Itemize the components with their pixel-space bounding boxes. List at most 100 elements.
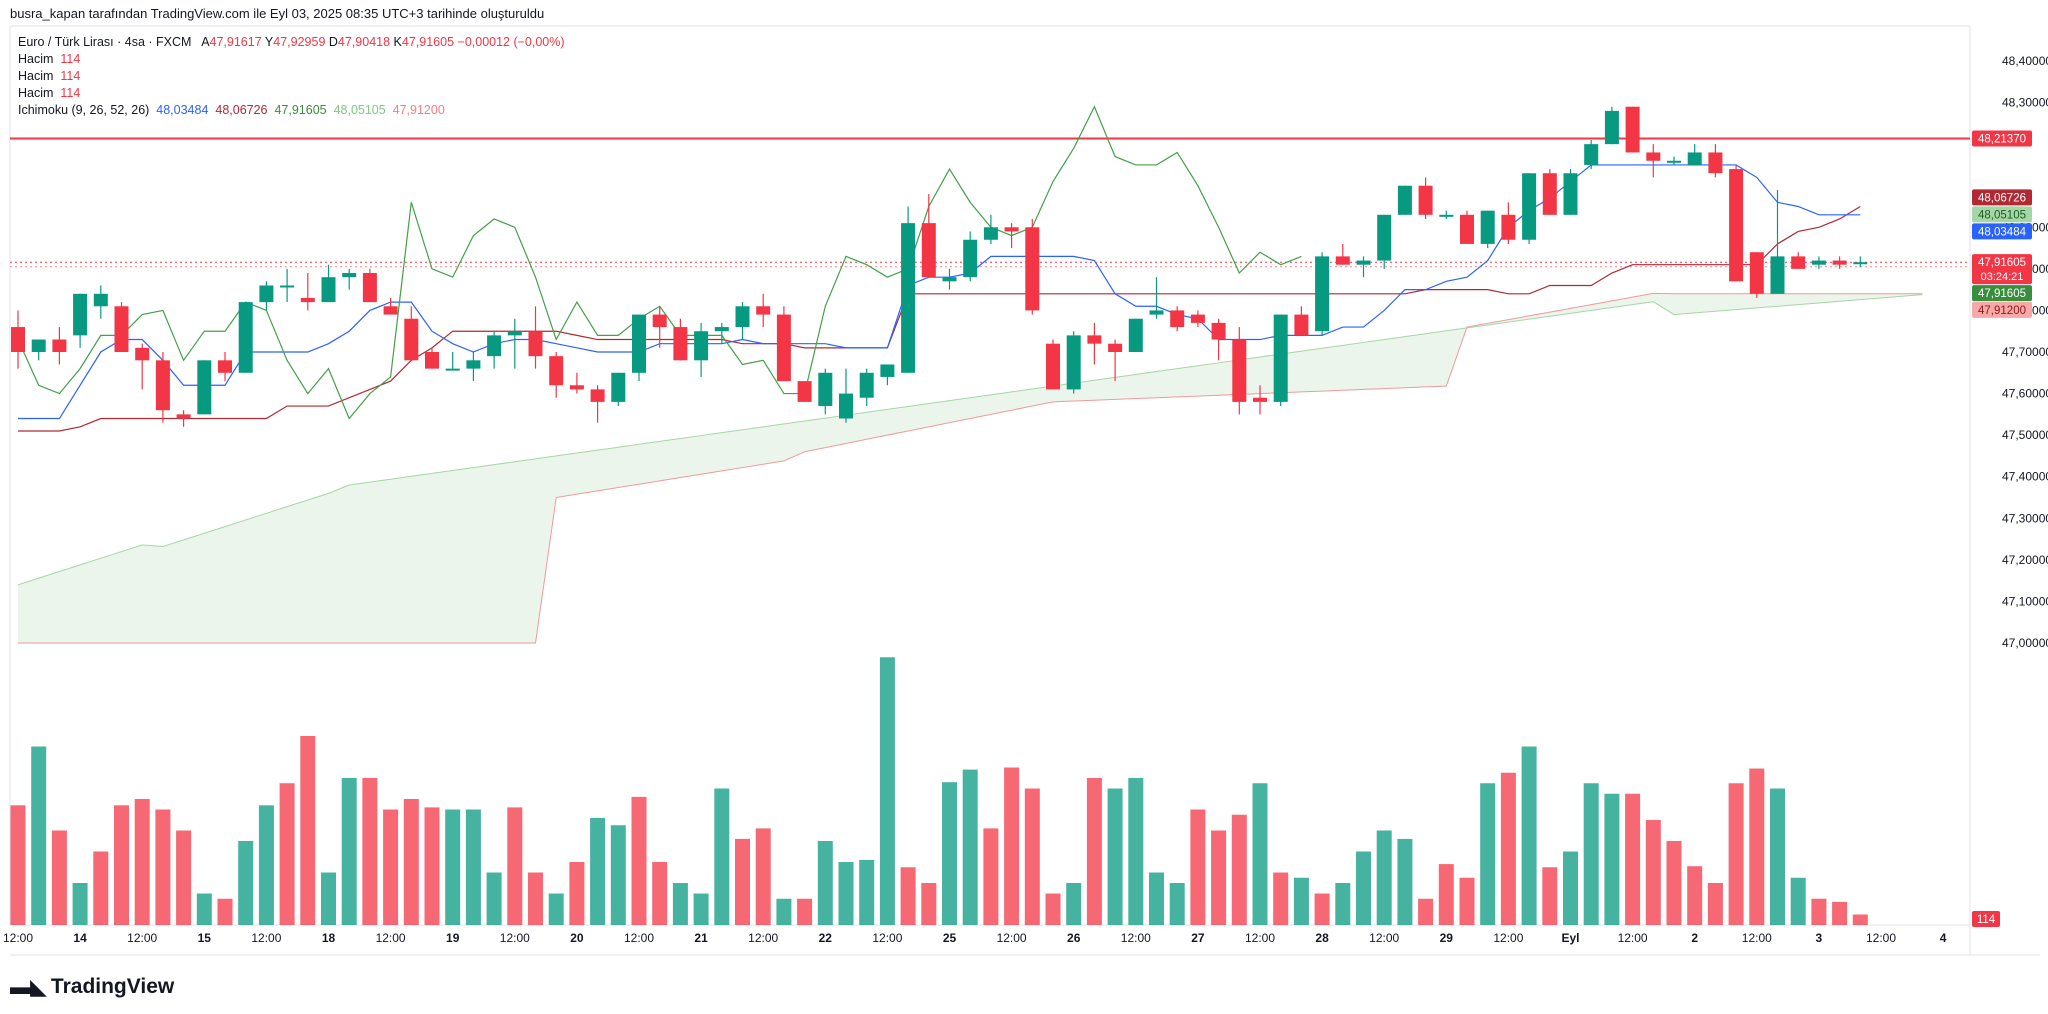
time-tick-label: 4 — [1940, 931, 1947, 945]
volume-bar — [859, 859, 875, 925]
candle-body — [31, 339, 46, 352]
candle-body — [528, 331, 543, 357]
volume-row-3[interactable]: Hacim 114 — [18, 85, 565, 102]
candle-body — [1397, 185, 1412, 215]
candle-body — [1439, 214, 1454, 217]
volume-label: Hacim — [18, 69, 54, 83]
candle-body — [487, 335, 502, 357]
tradingview-brand: TradingView — [50, 975, 175, 998]
close-value: 47,91605 — [401, 35, 455, 49]
change-value: −0,00012 (−0,00%) — [457, 35, 565, 49]
volume-bar — [1749, 768, 1765, 925]
ichimoku-span-a-line — [17, 294, 1923, 586]
volume-bar — [900, 867, 916, 925]
time-tick-label: 3 — [1816, 931, 1823, 945]
price-tag-label: 47,91605 — [1978, 257, 2026, 269]
volume-bar — [1500, 772, 1516, 925]
price-tick-label: 47,10000 — [2002, 594, 2048, 608]
ichimoku-conversion-value: 48,03484 — [156, 103, 209, 117]
candle-body — [321, 277, 336, 303]
symbol-name[interactable]: Euro / Türk Lirası · 4sa · FXCM — [18, 35, 192, 49]
volume-bar — [72, 883, 88, 925]
time-tick-label: 27 — [1191, 931, 1205, 945]
low-label: D — [328, 35, 338, 49]
volume-value: 114 — [60, 86, 81, 100]
close-label: K — [393, 35, 402, 49]
price-tag-label: 48,03484 — [1978, 226, 2027, 238]
tradingview-logo[interactable]: ▬◣ TradingView — [10, 974, 174, 1000]
time-tick-label: 18 — [322, 931, 336, 945]
candle-body — [1791, 256, 1806, 269]
volume-bar — [1024, 788, 1040, 925]
volume-bar — [10, 805, 26, 925]
price-tag — [1972, 189, 2032, 206]
candle-body — [1315, 256, 1330, 332]
time-tick-label: 19 — [446, 931, 460, 945]
time-tick-label: 12:00 — [376, 931, 406, 945]
candle-body — [176, 414, 191, 419]
volume-label: Hacim — [18, 52, 54, 66]
volume-bar — [341, 778, 357, 925]
volume-bar — [776, 898, 792, 925]
price-tick-label: 47,70000 — [2002, 345, 2048, 359]
price-tag — [1972, 130, 2032, 147]
candle-body — [135, 347, 150, 361]
ichimoku-base-value: 48,06726 — [215, 103, 268, 117]
time-tick-label: 25 — [943, 931, 957, 945]
candle-body — [1584, 144, 1599, 165]
candle-body — [714, 327, 729, 332]
volume-bar — [1832, 901, 1848, 925]
candle-body — [1749, 252, 1764, 294]
ichimoku-label: Ichimoku (9, 26, 52, 26) — [18, 103, 150, 117]
volume-bar — [1852, 914, 1868, 925]
candle-body — [1832, 260, 1847, 265]
volume-bar — [1335, 883, 1351, 925]
volume-bar — [1770, 788, 1785, 925]
candle-body — [942, 277, 957, 282]
candle-body — [1625, 106, 1640, 153]
time-tick-label: 12:00 — [127, 931, 157, 945]
price-tag — [1972, 254, 2032, 285]
volume-bar — [465, 809, 481, 925]
volume-label: Hacim — [18, 86, 54, 100]
open-value: 47,91617 — [209, 35, 262, 49]
candle-body — [632, 314, 646, 373]
price-tick-label: 47,30000 — [2002, 511, 2048, 525]
candle-body — [1046, 343, 1060, 390]
candle-body — [921, 223, 936, 278]
candle-body — [756, 306, 771, 315]
candle-body — [1501, 214, 1516, 240]
volume-bar — [217, 898, 233, 925]
candle-body — [280, 285, 295, 288]
volume-row-2[interactable]: Hacim 114 — [18, 68, 565, 85]
volume-bar — [279, 783, 295, 925]
volume-bar — [362, 778, 378, 925]
volume-bar — [155, 809, 171, 925]
volume-bar — [258, 805, 274, 925]
volume-bar — [383, 809, 399, 925]
price-tick-label: 48,40000 — [2002, 54, 2048, 68]
time-tick-label: 12:00 — [3, 931, 33, 945]
candle-body — [1025, 227, 1040, 311]
candle-body — [839, 393, 853, 419]
time-tick-label: 12:00 — [1245, 931, 1275, 945]
time-tick-label: 21 — [694, 931, 708, 945]
candle-body — [155, 360, 170, 411]
time-tick-label: 12:00 — [872, 931, 902, 945]
time-tick-label: 26 — [1067, 931, 1081, 945]
ichimoku-span-b-value: 47,91200 — [392, 103, 445, 117]
ichimoku-row[interactable]: Ichimoku (9, 26, 52, 26) 48,03484 48,067… — [18, 102, 565, 119]
candle-body — [1480, 210, 1495, 244]
volume-bar — [321, 872, 336, 925]
volume-bar — [1314, 893, 1330, 925]
volume-row-1[interactable]: Hacim 114 — [18, 51, 565, 68]
price-tick-label: 47,00000 — [2002, 636, 2048, 650]
time-tick-label: 20 — [570, 931, 584, 945]
ichimoku-lagging-value: 47,91605 — [274, 103, 327, 117]
candle-body — [507, 331, 522, 336]
candle-body — [880, 364, 895, 377]
volume-bar — [134, 799, 150, 925]
volume-bar — [1086, 778, 1102, 925]
volume-bar — [424, 807, 440, 925]
